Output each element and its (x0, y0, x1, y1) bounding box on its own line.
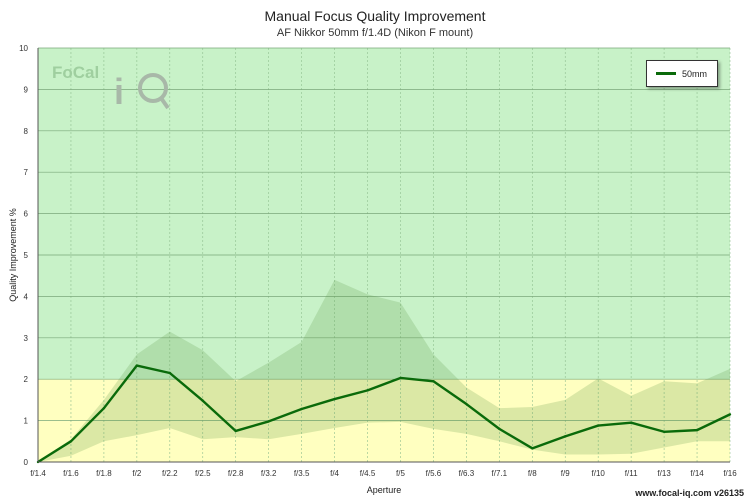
y-tick-label-9: 9 (24, 85, 29, 94)
x-tick-label-2: f/1.8 (96, 469, 112, 478)
svg-text:i: i (114, 71, 124, 112)
x-tick-label-8: f/3.5 (294, 469, 310, 478)
data-point-7 (267, 420, 270, 423)
data-point-21 (728, 413, 732, 416)
x-tick-label-15: f/8 (528, 469, 537, 478)
legend-label-50mm: 50mm (682, 68, 708, 79)
data-point-11 (399, 376, 402, 380)
series-line-50mm (37, 364, 731, 464)
y-tick-label-4: 4 (24, 292, 29, 301)
data-point-2 (102, 406, 106, 410)
x-tick-label-11: f/5 (396, 469, 405, 478)
y-tick-label-6: 6 (24, 210, 29, 219)
data-point-9 (333, 397, 336, 401)
data-point-4 (168, 371, 172, 375)
x-tick-label-21: f/16 (723, 469, 737, 478)
y-tick-label-10: 10 (19, 44, 28, 53)
legend-swatch-50mm (656, 72, 676, 75)
data-point-19 (662, 430, 666, 433)
legend: 50mm (646, 60, 718, 87)
y-tick-label-1: 1 (24, 417, 29, 426)
data-point-12 (432, 380, 435, 383)
x-tick-label-5: f/2.5 (195, 469, 211, 478)
x-tick-label-6: f/2.8 (228, 469, 244, 478)
data-point-14 (498, 427, 501, 431)
x-tick-label-0: f/1.4 (30, 469, 46, 478)
x-tick-label-10: f/4.5 (360, 469, 376, 478)
y-tick-label-5: 5 (24, 251, 29, 260)
x-tick-label-3: f/2 (132, 469, 141, 478)
y-tick-label-2: 2 (24, 375, 29, 384)
svg-text:FoCal: FoCal (52, 63, 99, 82)
chart-title: Manual Focus Quality Improvement (264, 8, 486, 24)
data-point-10 (366, 389, 369, 392)
data-point-5 (201, 399, 204, 402)
data-point-20 (695, 428, 699, 432)
x-tick-label-17: f/10 (592, 469, 606, 478)
focal-iq-logo: FoCal i (52, 63, 170, 112)
footer-url: www.focal-iq.com v26135 (635, 488, 744, 498)
x-tick-label-1: f/1.6 (63, 469, 79, 478)
data-point-18 (629, 421, 633, 424)
x-tick-label-4: f/2.2 (162, 469, 178, 478)
data-point-1 (69, 440, 73, 443)
data-point-15 (531, 447, 534, 450)
x-tick-label-19: f/13 (657, 469, 671, 478)
chart-subtitle: AF Nikkor 50mm f/1.4D (Nikon F mount) (276, 27, 474, 39)
y-tick-label-3: 3 (24, 334, 29, 343)
data-point-6 (234, 429, 237, 433)
data-point-16 (564, 435, 567, 438)
y-tick-label-8: 8 (24, 127, 29, 136)
x-tick-label-12: f/5.6 (426, 469, 442, 478)
x-tick-label-7: f/3.2 (261, 469, 277, 478)
range-band (38, 279, 730, 462)
x-tick-label-16: f/9 (561, 469, 570, 478)
x-tick-label-13: f/6.3 (459, 469, 475, 478)
x-axis-label: Aperture (367, 485, 402, 495)
data-point-8 (300, 407, 303, 411)
x-tick-label-18: f/11 (625, 469, 638, 478)
x-tick-label-14: f/7.1 (492, 469, 508, 478)
x-tick-label-20: f/14 (690, 469, 704, 478)
data-point-17 (596, 424, 600, 427)
y-tick-label-0: 0 (24, 458, 29, 467)
data-point-3 (135, 364, 139, 367)
data-point-13 (465, 402, 468, 406)
y-axis-label: Quality Improvement % (8, 208, 18, 302)
x-tick-label-9: f/4 (330, 469, 339, 478)
y-tick-label-7: 7 (24, 168, 29, 177)
